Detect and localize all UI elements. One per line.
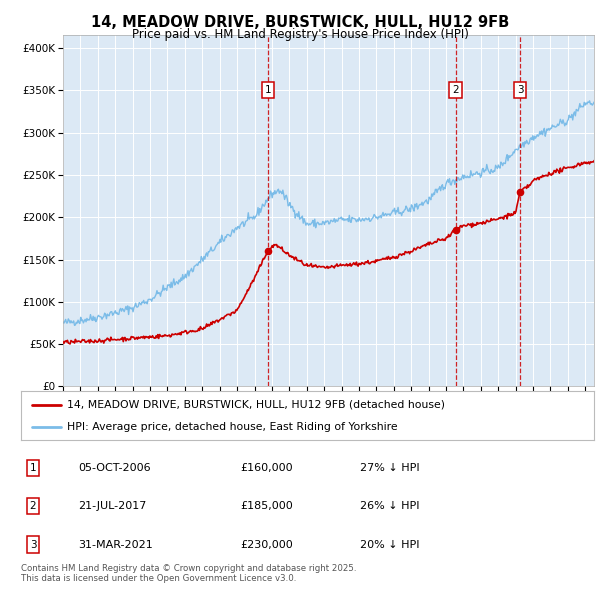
Text: 14, MEADOW DRIVE, BURSTWICK, HULL, HU12 9FB (detached house): 14, MEADOW DRIVE, BURSTWICK, HULL, HU12 … — [67, 399, 445, 409]
Text: 20% ↓ HPI: 20% ↓ HPI — [360, 540, 419, 549]
Text: 14, MEADOW DRIVE, BURSTWICK, HULL, HU12 9FB: 14, MEADOW DRIVE, BURSTWICK, HULL, HU12 … — [91, 15, 509, 30]
Text: 3: 3 — [29, 540, 37, 549]
Text: 1: 1 — [265, 86, 271, 96]
Text: 2: 2 — [452, 86, 459, 96]
Text: 3: 3 — [517, 86, 523, 96]
Text: 1: 1 — [29, 463, 37, 473]
Text: 21-JUL-2017: 21-JUL-2017 — [78, 502, 146, 511]
Text: £160,000: £160,000 — [240, 463, 293, 473]
Text: 26% ↓ HPI: 26% ↓ HPI — [360, 502, 419, 511]
Text: Price paid vs. HM Land Registry's House Price Index (HPI): Price paid vs. HM Land Registry's House … — [131, 28, 469, 41]
Text: 31-MAR-2021: 31-MAR-2021 — [78, 540, 153, 549]
Text: 05-OCT-2006: 05-OCT-2006 — [78, 463, 151, 473]
Text: 27% ↓ HPI: 27% ↓ HPI — [360, 463, 419, 473]
Text: HPI: Average price, detached house, East Riding of Yorkshire: HPI: Average price, detached house, East… — [67, 422, 397, 432]
Text: £230,000: £230,000 — [240, 540, 293, 549]
Text: £185,000: £185,000 — [240, 502, 293, 511]
Text: 2: 2 — [29, 502, 37, 511]
Text: Contains HM Land Registry data © Crown copyright and database right 2025.
This d: Contains HM Land Registry data © Crown c… — [21, 563, 356, 583]
